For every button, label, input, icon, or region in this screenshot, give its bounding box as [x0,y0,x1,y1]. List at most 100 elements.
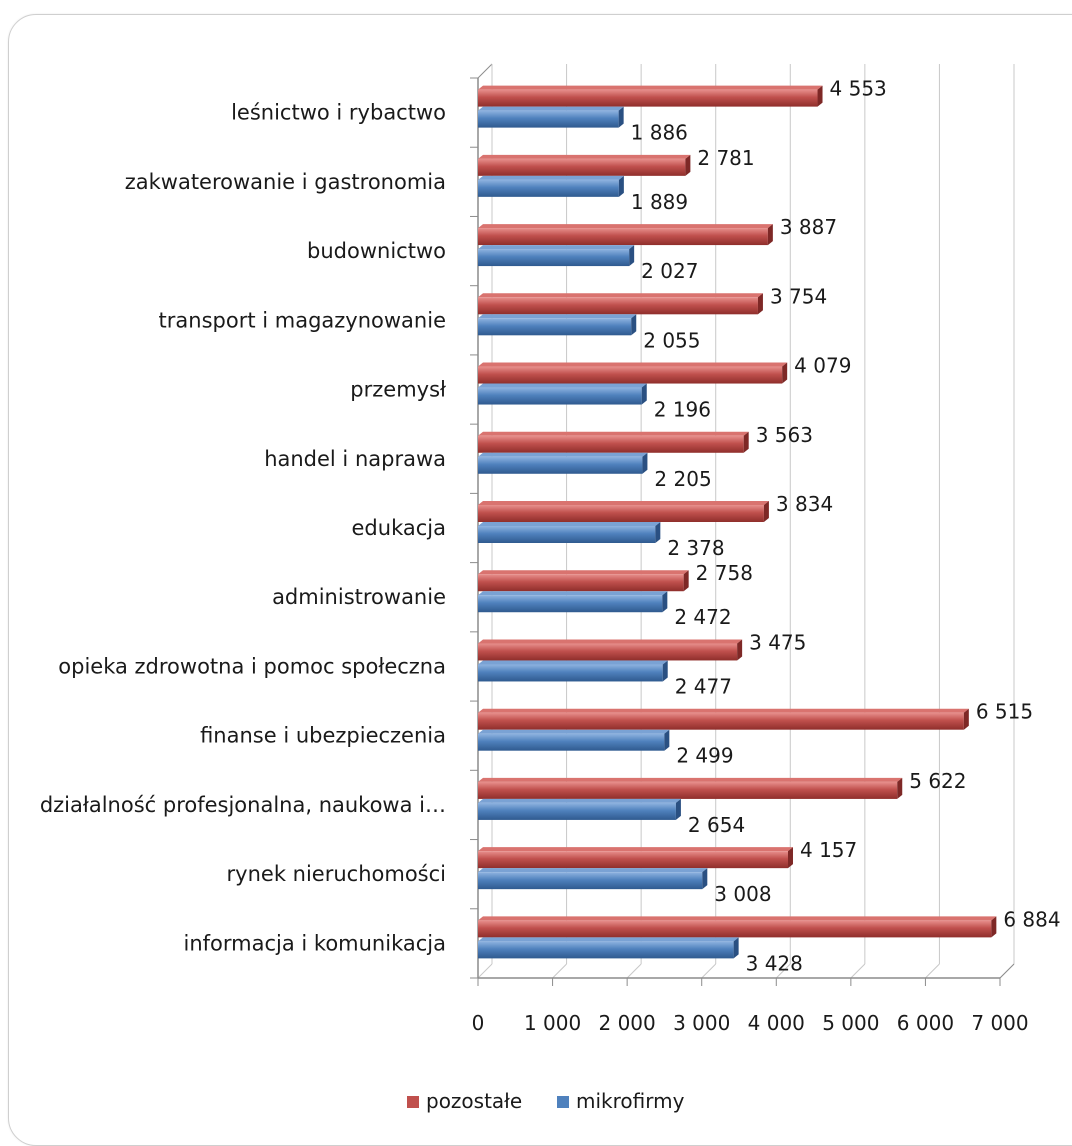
bar-top [478,847,793,852]
bar-end [743,431,749,453]
bar-end [642,452,648,474]
bar-front [478,941,734,959]
bar-front [478,505,764,522]
bar-pozostale [478,85,823,107]
bar-top [478,777,903,782]
data-label: 3 887 [780,215,837,239]
bar-top [478,314,637,319]
category-axis-top [477,63,493,79]
bar-end [641,383,647,405]
bar-pozostale [478,501,769,522]
bar-end [702,868,708,890]
bar-front [478,595,663,613]
gridline-floor [701,963,717,979]
legend-label: pozostałe [426,1089,522,1113]
tick-label: 6 000 [897,1011,954,1035]
bar-mikrofirmy [478,452,648,474]
data-label: 3 428 [746,951,803,975]
legend: pozostałe mikrofirmy [407,1089,685,1113]
bar-end [662,591,668,613]
legend-label: mikrofirmy [576,1089,685,1113]
data-label: 2 654 [688,813,745,837]
bar-mikrofirmy [478,245,635,267]
bar-top [478,868,708,873]
gridline-floor [925,963,940,979]
tick-label: 2 000 [599,1011,656,1035]
legend-swatch [557,1096,569,1108]
bar-front [478,851,788,869]
bar-top [478,154,691,159]
category-label: informacja i komunikacja [184,931,447,955]
bar-pozostale [478,154,691,176]
bar-front [478,574,684,592]
category-label: handel i naprawa [264,447,446,471]
bar-pozostale [478,570,689,592]
bar-end [675,798,681,820]
data-label: 2 499 [676,744,733,768]
bar-pozostale [478,777,903,799]
bar-top [478,383,647,388]
bar-pozostale [478,293,763,315]
gridline-floor [626,963,642,979]
bar-front [478,733,665,751]
bar-end [664,729,670,751]
bar-mikrofirmy [478,868,708,890]
bar-top [478,245,635,250]
tick-label: 4 000 [748,1011,805,1035]
category-label: rynek nieruchomości [227,862,446,886]
legend-swatch [407,1096,419,1108]
category-label: budownictwo [307,239,446,263]
bar-mikrofirmy [478,660,668,682]
data-label: 1 889 [631,190,688,214]
category-label: zakwaterowanie i gastronomia [125,170,446,194]
data-label: 3 754 [770,284,827,308]
bar-front [478,89,818,107]
bar-front [478,249,630,267]
bar-front [478,781,898,799]
bar-front [478,158,686,176]
bar-end [787,847,793,869]
category-label: działalność profesjonalna, naukowa i… [40,793,446,817]
data-label: 2 205 [654,467,711,491]
bar-mikrofirmy [478,522,661,543]
tick-label: 7 000 [971,1011,1028,1035]
gridline-floor [477,963,493,979]
bar-front [478,318,632,336]
bar-front [478,712,964,730]
bar-end [737,639,743,661]
bar-top [478,570,689,575]
bar-end [991,916,997,938]
bar-end [655,522,661,543]
data-label: 3 475 [749,630,806,654]
data-label: 4 157 [800,838,857,862]
bar-top [478,798,681,803]
bar-mikrofirmy [478,314,637,336]
bar-top [478,937,739,942]
data-label: 2 196 [654,398,711,422]
gridline-floor [850,963,866,979]
bar-top [478,362,788,367]
data-label: 3 008 [714,882,771,906]
bar-end [763,501,769,522]
bar-end [683,570,689,592]
tick-label: 1 000 [524,1011,581,1035]
bar-top [478,431,749,436]
bar-end [618,106,624,128]
bar-front [478,802,676,820]
bar-end [767,224,773,246]
bars [478,85,997,959]
bar-end [618,175,624,197]
bar-pozostale [478,224,773,246]
category-label: administrowanie [272,585,446,609]
data-label: 6 884 [1003,907,1060,931]
gridline-floor [552,963,567,979]
bar-top [478,452,648,457]
tick-label: 5 000 [822,1011,879,1035]
bar-pozostale [478,639,743,661]
bar-front [478,179,619,197]
bar-mikrofirmy [478,175,624,197]
tick-label: 3 000 [673,1011,730,1035]
category-label: opieka zdrowotna i pomoc społeczna [58,654,446,678]
bar-end [963,708,969,730]
